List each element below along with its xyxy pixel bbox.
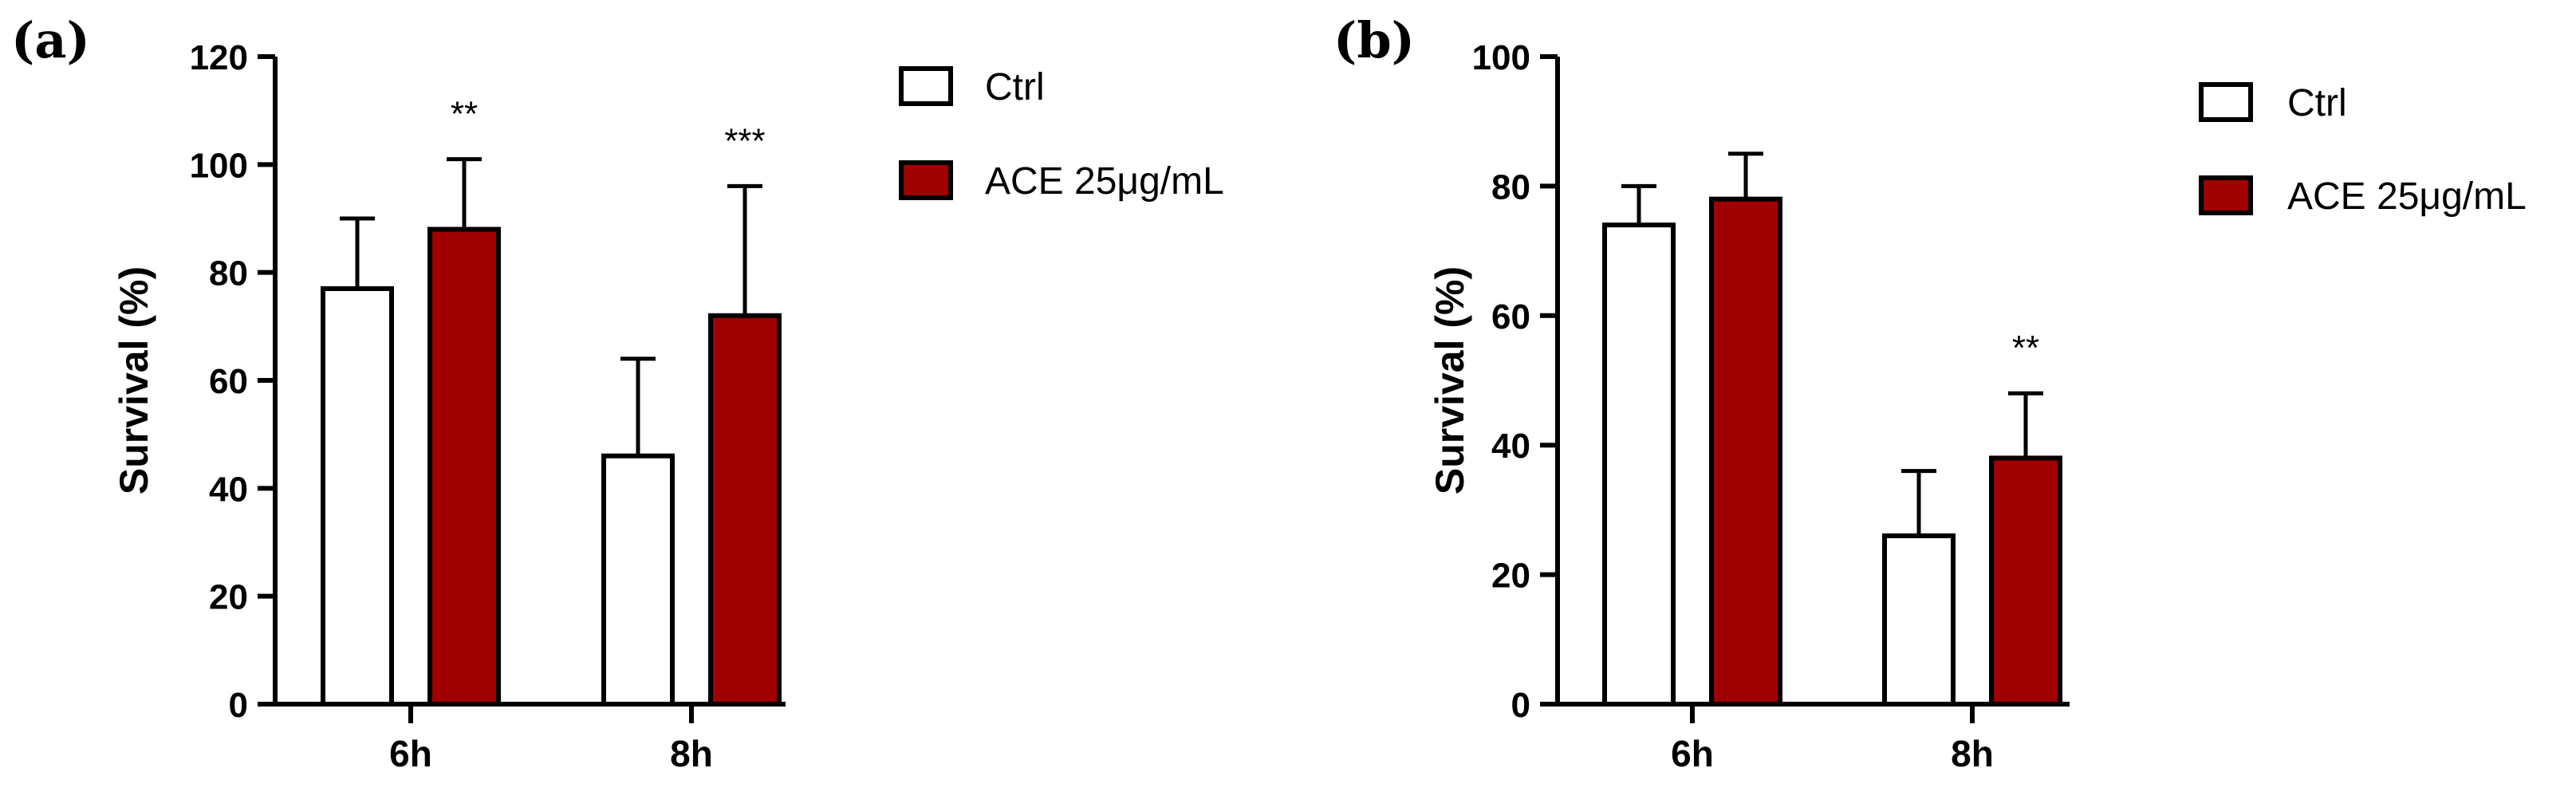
y-axis-title: Survival (%) <box>1428 266 1472 494</box>
x-tick-label: 6h <box>1671 733 1714 774</box>
significance-label: *** <box>724 121 765 160</box>
y-tick-label: 100 <box>190 146 248 185</box>
y-tick-label: 60 <box>209 362 248 401</box>
x-tick-label: 6h <box>389 733 432 774</box>
y-tick-label: 40 <box>1491 427 1530 466</box>
legend-swatch <box>899 160 953 200</box>
legend-swatch <box>2199 175 2253 215</box>
y-tick-label: 0 <box>1511 686 1530 725</box>
legend-label: Ctrl <box>2287 82 2347 124</box>
significance-label: ** <box>2012 329 2039 368</box>
x-tick-label: 8h <box>670 733 713 774</box>
bar-ace-25-g-ml-6h <box>427 226 501 707</box>
y-axis-title: Survival (%) <box>112 266 156 494</box>
bar-ctrl-6h <box>321 285 394 707</box>
bar-ctrl-6h <box>1602 222 1676 707</box>
bar-ctrl-8h <box>1882 533 1956 707</box>
y-tick-label: 20 <box>1491 557 1530 596</box>
legend-label: ACE 25μg/mL <box>985 160 1224 203</box>
y-tick-label: 80 <box>1491 167 1530 207</box>
panel-label: (b) <box>1333 11 1415 69</box>
bar-ace-25-g-ml-8h <box>708 313 782 707</box>
y-tick-label: 0 <box>229 686 248 725</box>
legend-swatch <box>2199 82 2253 122</box>
y-tick-label: 100 <box>1472 38 1530 77</box>
x-tick-label: 8h <box>1951 733 1994 774</box>
significance-label: ** <box>451 95 478 134</box>
bar-ace-25-g-ml-6h <box>1709 196 1782 707</box>
bar-ctrl-8h <box>601 453 675 707</box>
y-tick-label: 80 <box>209 254 248 293</box>
panel-label: (a) <box>11 11 90 69</box>
bar-ace-25-g-ml-8h <box>1989 455 2062 707</box>
y-tick-label: 60 <box>1491 297 1530 337</box>
legend-swatch <box>899 66 953 106</box>
y-tick-label: 120 <box>190 38 248 77</box>
legend-label: ACE 25μg/mL <box>2287 175 2527 218</box>
y-tick-label: 40 <box>209 470 248 509</box>
legend-label: Ctrl <box>985 66 1045 108</box>
y-tick-label: 20 <box>209 578 248 617</box>
